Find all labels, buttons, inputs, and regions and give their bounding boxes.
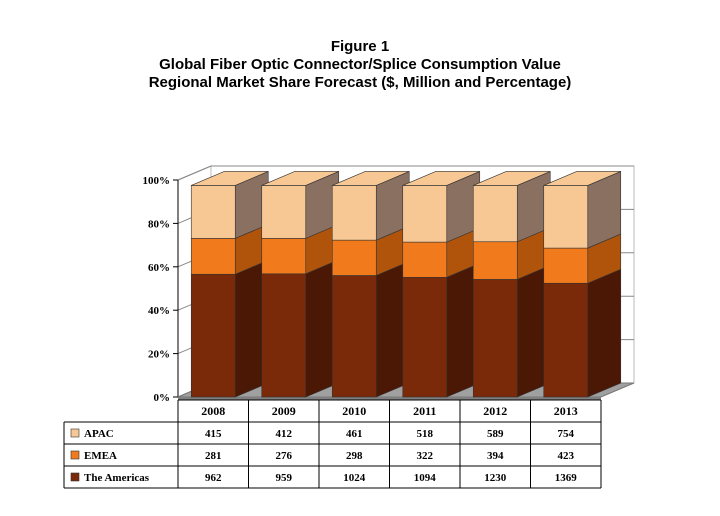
bar-stack-2011 xyxy=(402,170,481,398)
x-tick-label: 2010 xyxy=(342,404,366,418)
bar-emea-2010 xyxy=(331,239,377,276)
bar-apac-2009 xyxy=(261,185,307,239)
title-line-1: Figure 1 xyxy=(330,38,390,55)
bar-stack-2013 xyxy=(543,170,622,398)
bar-apac-2013 xyxy=(543,185,589,249)
bar-stack-2008 xyxy=(190,170,269,398)
data-label-the-americas-2008: 962 xyxy=(205,472,222,484)
data-table: 2008 2009 2010 2011 2012 2013 APAC 415 412 461 518… xyxy=(63,399,602,489)
data-label-apac-2011: 518 xyxy=(417,428,434,440)
x-tick-label: 2012 xyxy=(483,404,507,418)
chart-title: Figure 1 Global Fiber Optic Connector/Sp… xyxy=(0,38,720,92)
bar-the-americas-2012 xyxy=(472,279,518,398)
title-line-2: Global Fiber Optic Connector/Splice Cons… xyxy=(159,56,561,73)
data-label-emea-2012: 394 xyxy=(487,450,504,462)
y-tick-label: 20% xyxy=(148,349,170,361)
legend-label-emea: EMEA xyxy=(84,450,117,462)
floor-edge xyxy=(178,397,601,400)
bar-stack-2010 xyxy=(331,170,410,398)
data-label-the-americas-2010: 1024 xyxy=(343,472,366,484)
x-tick-label: 2013 xyxy=(554,404,578,418)
bar-top-2009 xyxy=(261,171,339,186)
data-label-apac-2013: 754 xyxy=(558,428,575,440)
bar-side-the-americas-2013 xyxy=(587,268,622,398)
bar-the-americas-2013 xyxy=(543,282,589,398)
data-label-emea-2010: 298 xyxy=(346,450,363,462)
bar-top-2008 xyxy=(191,171,269,186)
data-label-apac-2012: 589 xyxy=(487,428,504,440)
bar-apac-2012 xyxy=(472,185,518,243)
legend-swatch-apac xyxy=(70,428,80,438)
bar-apac-2011 xyxy=(402,185,448,243)
bar-top-2011 xyxy=(402,171,480,186)
bar-stack-2012 xyxy=(472,170,551,398)
x-tick-label: 2008 xyxy=(201,404,225,418)
data-label-apac-2009: 412 xyxy=(276,428,293,440)
bar-stack-2009 xyxy=(261,170,340,398)
data-label-emea-2008: 281 xyxy=(205,450,222,462)
y-tick-label: 80% xyxy=(148,218,170,230)
data-label-the-americas-2009: 959 xyxy=(276,472,293,484)
legend-swatch-emea xyxy=(70,450,80,460)
y-tick-label: 100% xyxy=(143,175,171,187)
y-tick-label: 0% xyxy=(154,392,171,404)
data-label-emea-2009: 276 xyxy=(276,450,293,462)
bar-emea-2011 xyxy=(402,241,448,278)
x-tick-label: 2011 xyxy=(413,404,436,418)
bar-the-americas-2009 xyxy=(261,273,307,398)
data-label-the-americas-2013: 1369 xyxy=(555,472,578,484)
data-label-the-americas-2012: 1230 xyxy=(484,472,507,484)
bar-emea-2008 xyxy=(190,238,236,275)
data-label-apac-2010: 461 xyxy=(346,428,363,440)
legend-swatch-the-americas xyxy=(70,472,80,482)
bar-top-2013 xyxy=(543,171,621,186)
data-label-emea-2013: 423 xyxy=(558,450,575,462)
data-label-the-americas-2011: 1094 xyxy=(414,472,437,484)
bar-top-2012 xyxy=(473,171,551,186)
bar-the-americas-2010 xyxy=(331,275,377,398)
legend-label-apac: APAC xyxy=(84,428,114,440)
bar-emea-2009 xyxy=(261,238,307,275)
bar-the-americas-2008 xyxy=(190,273,236,398)
bar-emea-2012 xyxy=(472,241,518,280)
bar-apac-2010 xyxy=(331,185,377,241)
y-axis: 0% 20% 40% 60% 80% 100% xyxy=(143,175,179,404)
gridline xyxy=(177,165,634,181)
bar-top-2010 xyxy=(332,171,410,186)
x-tick-label: 2009 xyxy=(272,404,296,418)
y-tick-label: 40% xyxy=(148,305,170,317)
title-line-3: Regional Market Share Forecast ($, Milli… xyxy=(148,74,572,91)
bar-apac-2008 xyxy=(190,185,236,239)
data-label-apac-2008: 415 xyxy=(205,428,222,440)
bar-emea-2013 xyxy=(543,247,589,284)
legend-label-the-americas: The Americas xyxy=(84,472,150,484)
bar-the-americas-2011 xyxy=(402,277,448,398)
bars xyxy=(190,170,622,398)
data-label-emea-2011: 322 xyxy=(417,450,434,462)
y-tick-label: 60% xyxy=(148,262,170,274)
